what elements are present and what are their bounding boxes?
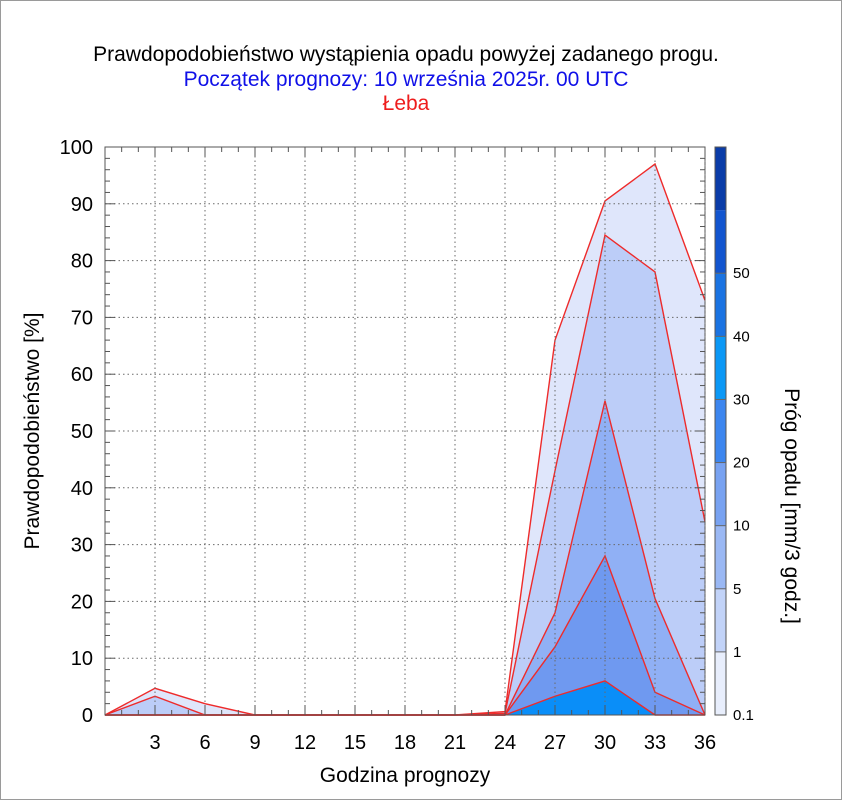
x-tick-label: 3 bbox=[149, 732, 160, 754]
y-axis-title: Prawdopodobieństwo [%] bbox=[21, 313, 44, 550]
y-tick-label: 50 bbox=[71, 421, 93, 443]
colorbar-label: 20 bbox=[733, 455, 750, 472]
area-threshold-10 bbox=[105, 555, 705, 715]
colorbar-label: 5 bbox=[733, 581, 741, 598]
colorbar-label: 1 bbox=[733, 644, 741, 661]
colorbar-segment bbox=[715, 336, 726, 400]
y-tick-label: 0 bbox=[82, 705, 93, 727]
chart-subtitle: Początek prognozy: 10 września 2025r. 00… bbox=[183, 68, 629, 91]
chart-axes: 3 6 9 12 15 18 21 24 27 30 33 360102030405060708090… bbox=[60, 137, 717, 754]
x-tick-label: 33 bbox=[644, 732, 666, 754]
colorbar-segment bbox=[715, 462, 726, 526]
colorbar-segment bbox=[715, 525, 726, 589]
colorbar: 0.1 1 5 10 20 30 40 50 bbox=[714, 146, 754, 724]
x-tick-label: 6 bbox=[199, 732, 210, 754]
area-threshold-1 bbox=[105, 235, 705, 716]
colorbar-segment bbox=[715, 651, 726, 715]
y-tick-label: 90 bbox=[71, 194, 93, 216]
y-tick-label: 60 bbox=[71, 364, 93, 386]
x-tick-label: 24 bbox=[494, 732, 516, 754]
x-tick-label: 30 bbox=[594, 732, 616, 754]
location-label: Łeba bbox=[382, 92, 430, 115]
colorbar-segment bbox=[715, 399, 726, 463]
x-axis-title: Godzina prognozy bbox=[320, 764, 491, 787]
y-tick-label: 40 bbox=[71, 478, 93, 500]
y-tick-label: 100 bbox=[60, 137, 93, 159]
colorbar-segment bbox=[715, 273, 726, 337]
colorbar-segment bbox=[715, 147, 726, 211]
colorbar-segment bbox=[715, 210, 726, 274]
colorbar-title: Próg opadu [mm/3 godz.] bbox=[780, 388, 803, 624]
y-tick-label: 30 bbox=[71, 535, 93, 557]
colorbar-label: 0.1 bbox=[733, 707, 754, 724]
y-tick-label: 70 bbox=[71, 307, 93, 329]
chart-titles: Prawdopodobieństwo wystąpienia opadu pow… bbox=[0, 42, 812, 116]
area-threshold-5 bbox=[105, 400, 705, 715]
x-tick-label: 18 bbox=[394, 732, 416, 754]
x-tick-label: 9 bbox=[249, 732, 260, 754]
colorbar-label: 50 bbox=[733, 265, 750, 282]
y-tick-label: 80 bbox=[71, 251, 93, 273]
colorbar-label: 30 bbox=[733, 391, 750, 408]
x-tick-label: 21 bbox=[444, 732, 466, 754]
y-tick-label: 10 bbox=[71, 648, 93, 670]
colorbar-label: 40 bbox=[733, 328, 750, 345]
chart-title: Prawdopodobieństwo wystąpienia opadu pow… bbox=[93, 43, 719, 66]
x-tick-label: 36 bbox=[694, 732, 716, 754]
y-tick-label: 20 bbox=[71, 591, 93, 613]
colorbar-label: 10 bbox=[733, 518, 750, 535]
x-tick-label: 15 bbox=[344, 732, 366, 754]
colorbar-segment bbox=[715, 588, 726, 652]
x-tick-label: 12 bbox=[294, 732, 316, 754]
colorbar-border bbox=[714, 146, 727, 716]
x-tick-label: 27 bbox=[544, 732, 566, 754]
